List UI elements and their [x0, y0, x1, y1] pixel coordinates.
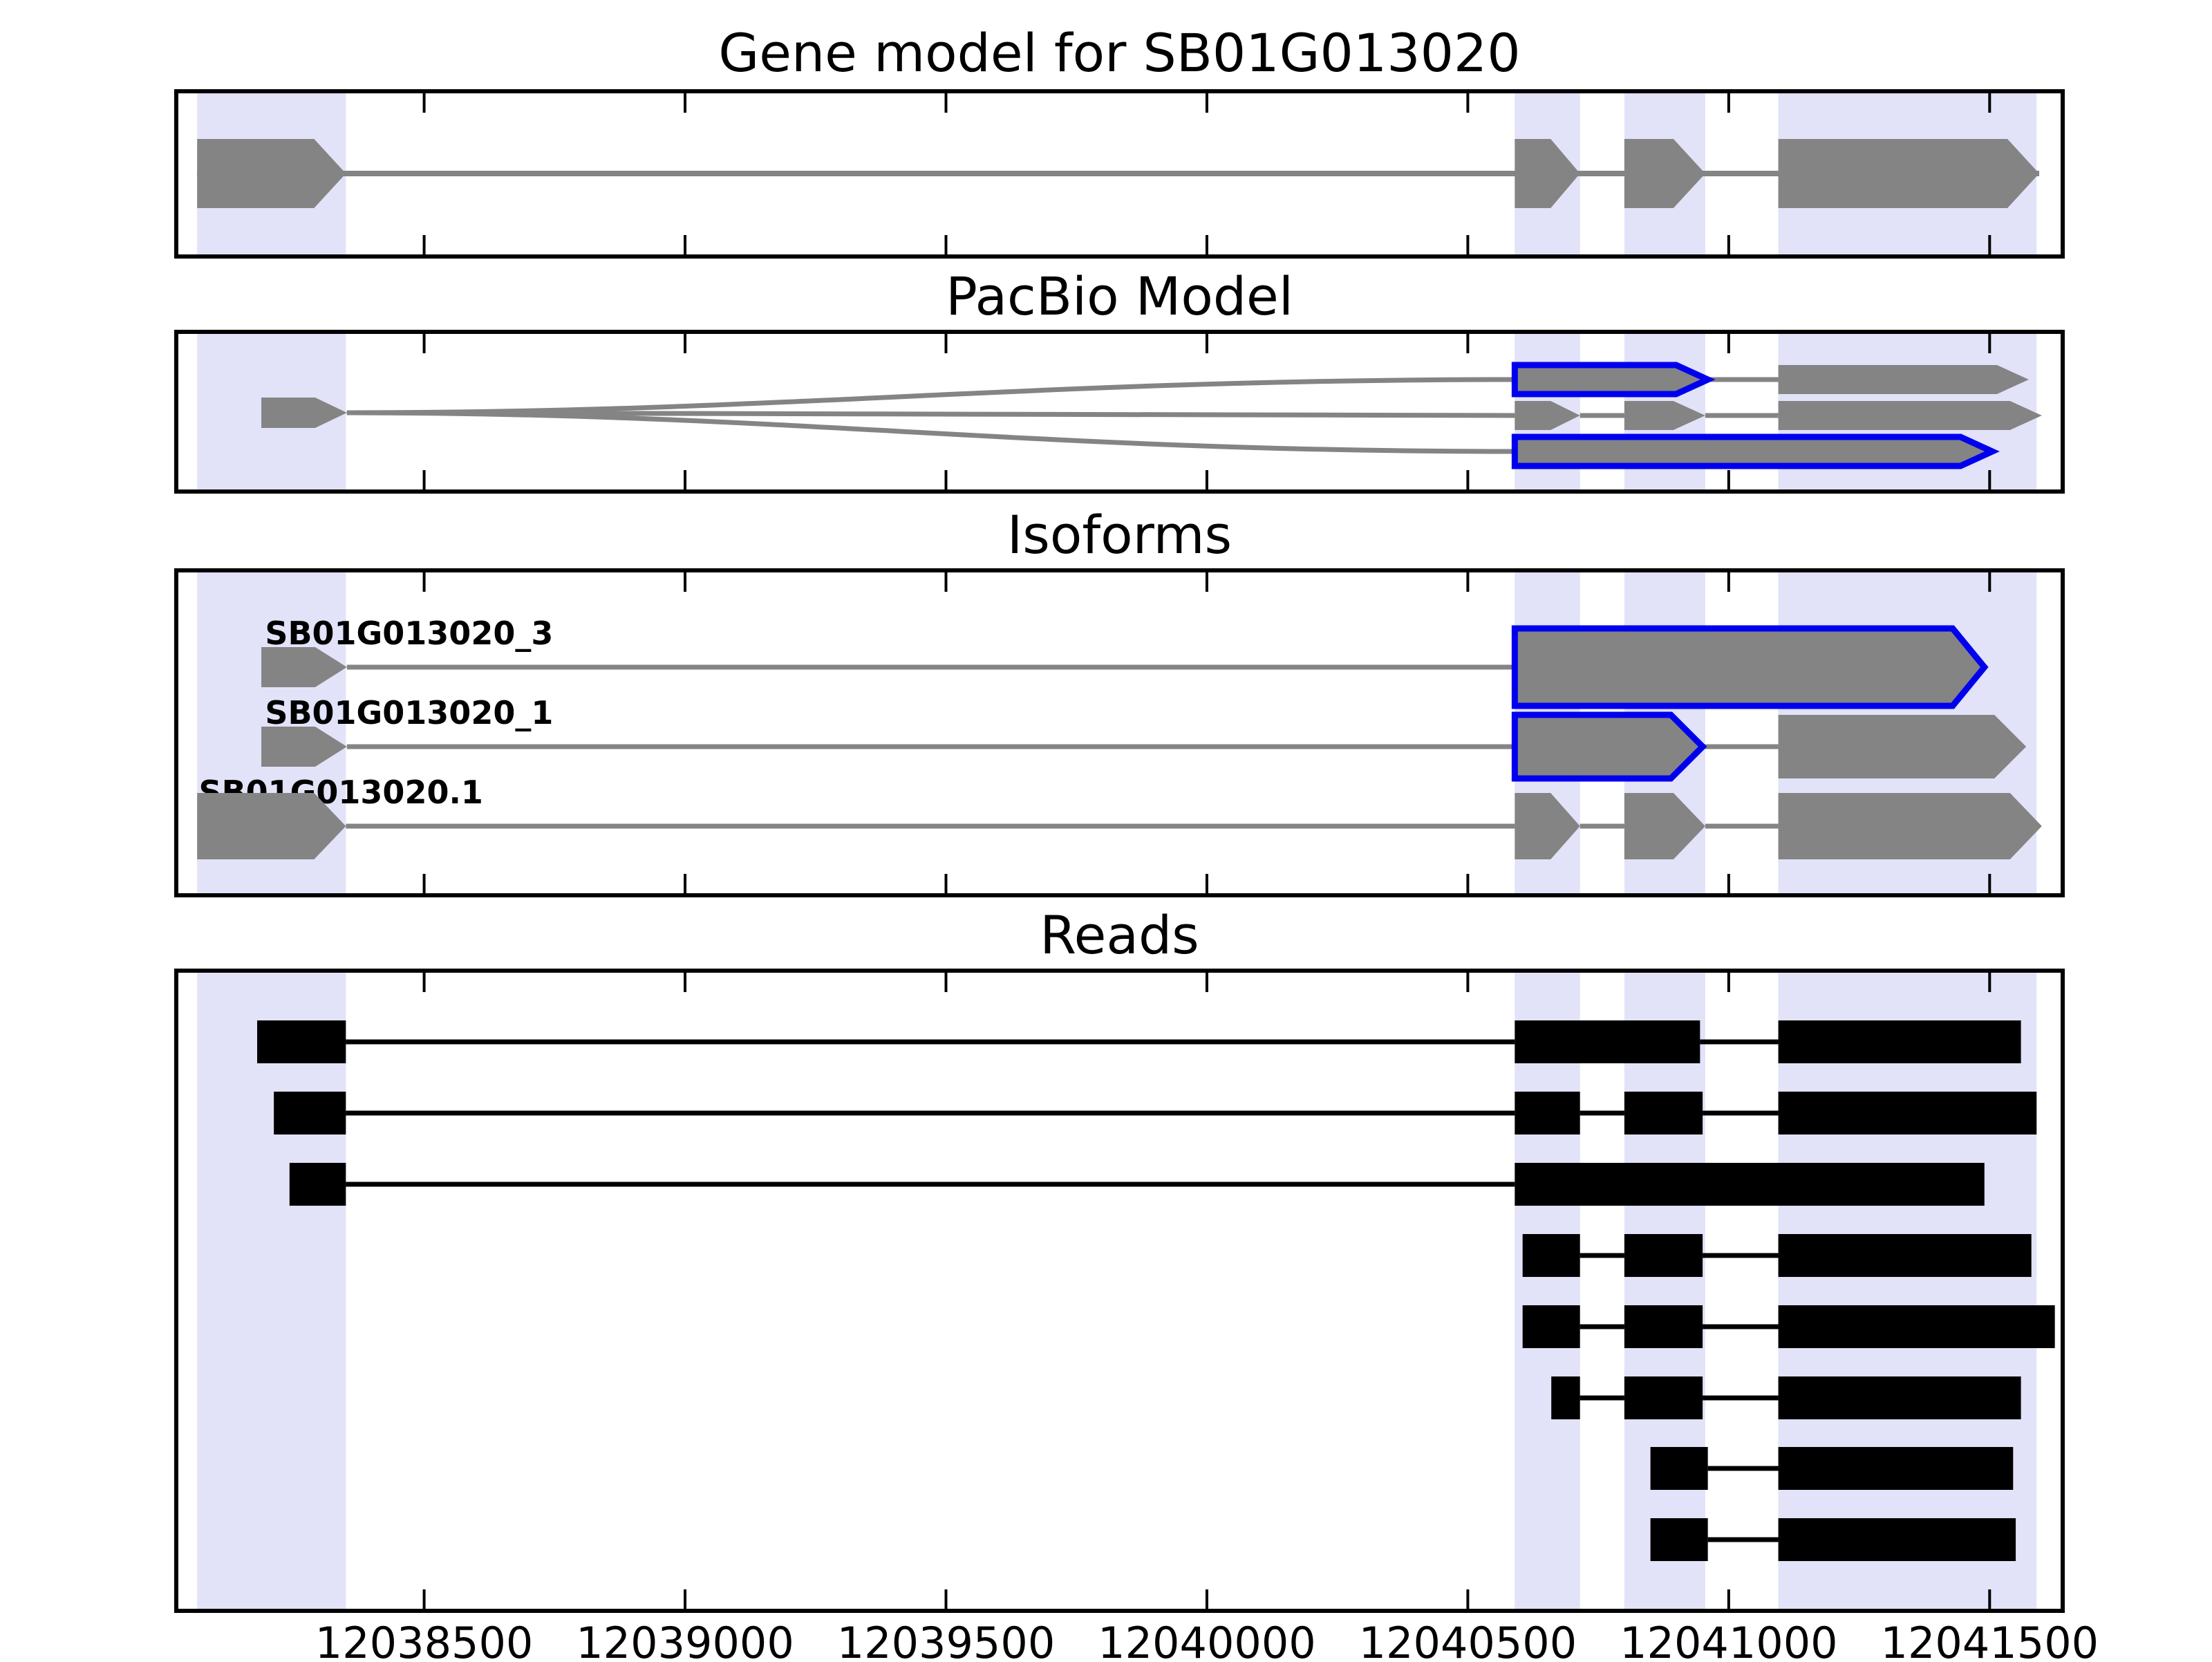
- read-block: [1551, 1376, 1580, 1419]
- panel-gene-model: Gene model for SB01G013020: [174, 22, 2065, 259]
- highlight-region: [1515, 971, 1580, 1611]
- splice-curve: [346, 377, 1515, 416]
- exon: [261, 727, 347, 767]
- read-block: [1515, 1020, 1700, 1063]
- panel-pacbio-model: PacBio Model: [174, 265, 2065, 494]
- read-block: [1778, 1092, 2037, 1135]
- read-block: [1522, 1305, 1580, 1348]
- exon: [1515, 401, 1580, 430]
- read-block: [1778, 1020, 2021, 1063]
- exon-highlighted: [1511, 433, 2000, 469]
- x-axis-labels: 12038500 12039000 12039500 12040000 12040500…: [315, 1618, 2099, 1662]
- panel-border: [174, 89, 2065, 259]
- exon-highlighted: [1511, 362, 1716, 398]
- x-tick-label: 12038500: [315, 1618, 534, 1659]
- read-block: [1778, 1305, 2055, 1348]
- panel-border: [174, 969, 2065, 1613]
- read-block: [1522, 1234, 1580, 1277]
- x-tick-label: 12039000: [576, 1618, 794, 1659]
- exon: [1778, 715, 2027, 778]
- highlight-region: [1624, 971, 1705, 1611]
- panel-title: Gene model for SB01G013020: [718, 22, 1520, 84]
- read-block: [1650, 1447, 1708, 1490]
- exon: [1624, 793, 1705, 859]
- read-block: [1624, 1305, 1703, 1348]
- read-block: [1778, 1376, 2021, 1419]
- panel-isoforms: SB01G013020_3SB01G013020_1SB01G013020.1I…: [174, 504, 2065, 897]
- exon-highlighted: [1511, 625, 1989, 709]
- read-block: [1624, 1092, 1703, 1135]
- exon: [197, 139, 346, 208]
- read-block: [1624, 1234, 1703, 1277]
- highlight-region: [197, 971, 346, 1611]
- isoform-label: SB01G013020_1: [265, 694, 553, 731]
- x-tick-label: 12041500: [1881, 1618, 2099, 1659]
- read-block: [1778, 1518, 2016, 1561]
- panel-title: PacBio Model: [946, 265, 1293, 327]
- exon: [1778, 401, 2042, 430]
- panel-border: [174, 568, 2065, 897]
- exon: [1515, 139, 1580, 208]
- isoform-label: SB01G013020_3: [265, 615, 553, 652]
- panel-title: Reads: [1040, 904, 1199, 966]
- exon: [1624, 139, 1705, 208]
- exon: [1515, 793, 1580, 859]
- exon: [261, 647, 347, 687]
- highlight-region: [1778, 971, 2037, 1611]
- read-block: [257, 1020, 346, 1063]
- x-tick-label: 12039500: [837, 1618, 1056, 1659]
- exon: [261, 398, 347, 428]
- splice-curve: [346, 410, 1515, 454]
- read-block: [1515, 1092, 1580, 1135]
- read-block: [1778, 1447, 2014, 1490]
- exon: [1778, 793, 2042, 859]
- read-block: [1650, 1518, 1708, 1561]
- read-block: [1624, 1376, 1703, 1419]
- x-tick-label: 12040000: [1098, 1618, 1316, 1659]
- x-tick-label: 12041000: [1620, 1618, 1838, 1659]
- panel-border: [174, 330, 2065, 494]
- read-block: [1778, 1234, 2032, 1277]
- exon: [1624, 401, 1705, 430]
- read-block: [274, 1092, 346, 1135]
- panel-title: Isoforms: [1007, 504, 1232, 566]
- exon-highlighted: [1511, 711, 1707, 782]
- exon: [1778, 365, 2029, 394]
- x-tick-label: 12040500: [1359, 1618, 1577, 1659]
- exon: [1778, 139, 2040, 208]
- read-block: [1515, 1163, 1985, 1206]
- panel-reads: Reads: [174, 904, 2065, 1613]
- exon: [197, 793, 346, 859]
- read-block: [289, 1163, 346, 1206]
